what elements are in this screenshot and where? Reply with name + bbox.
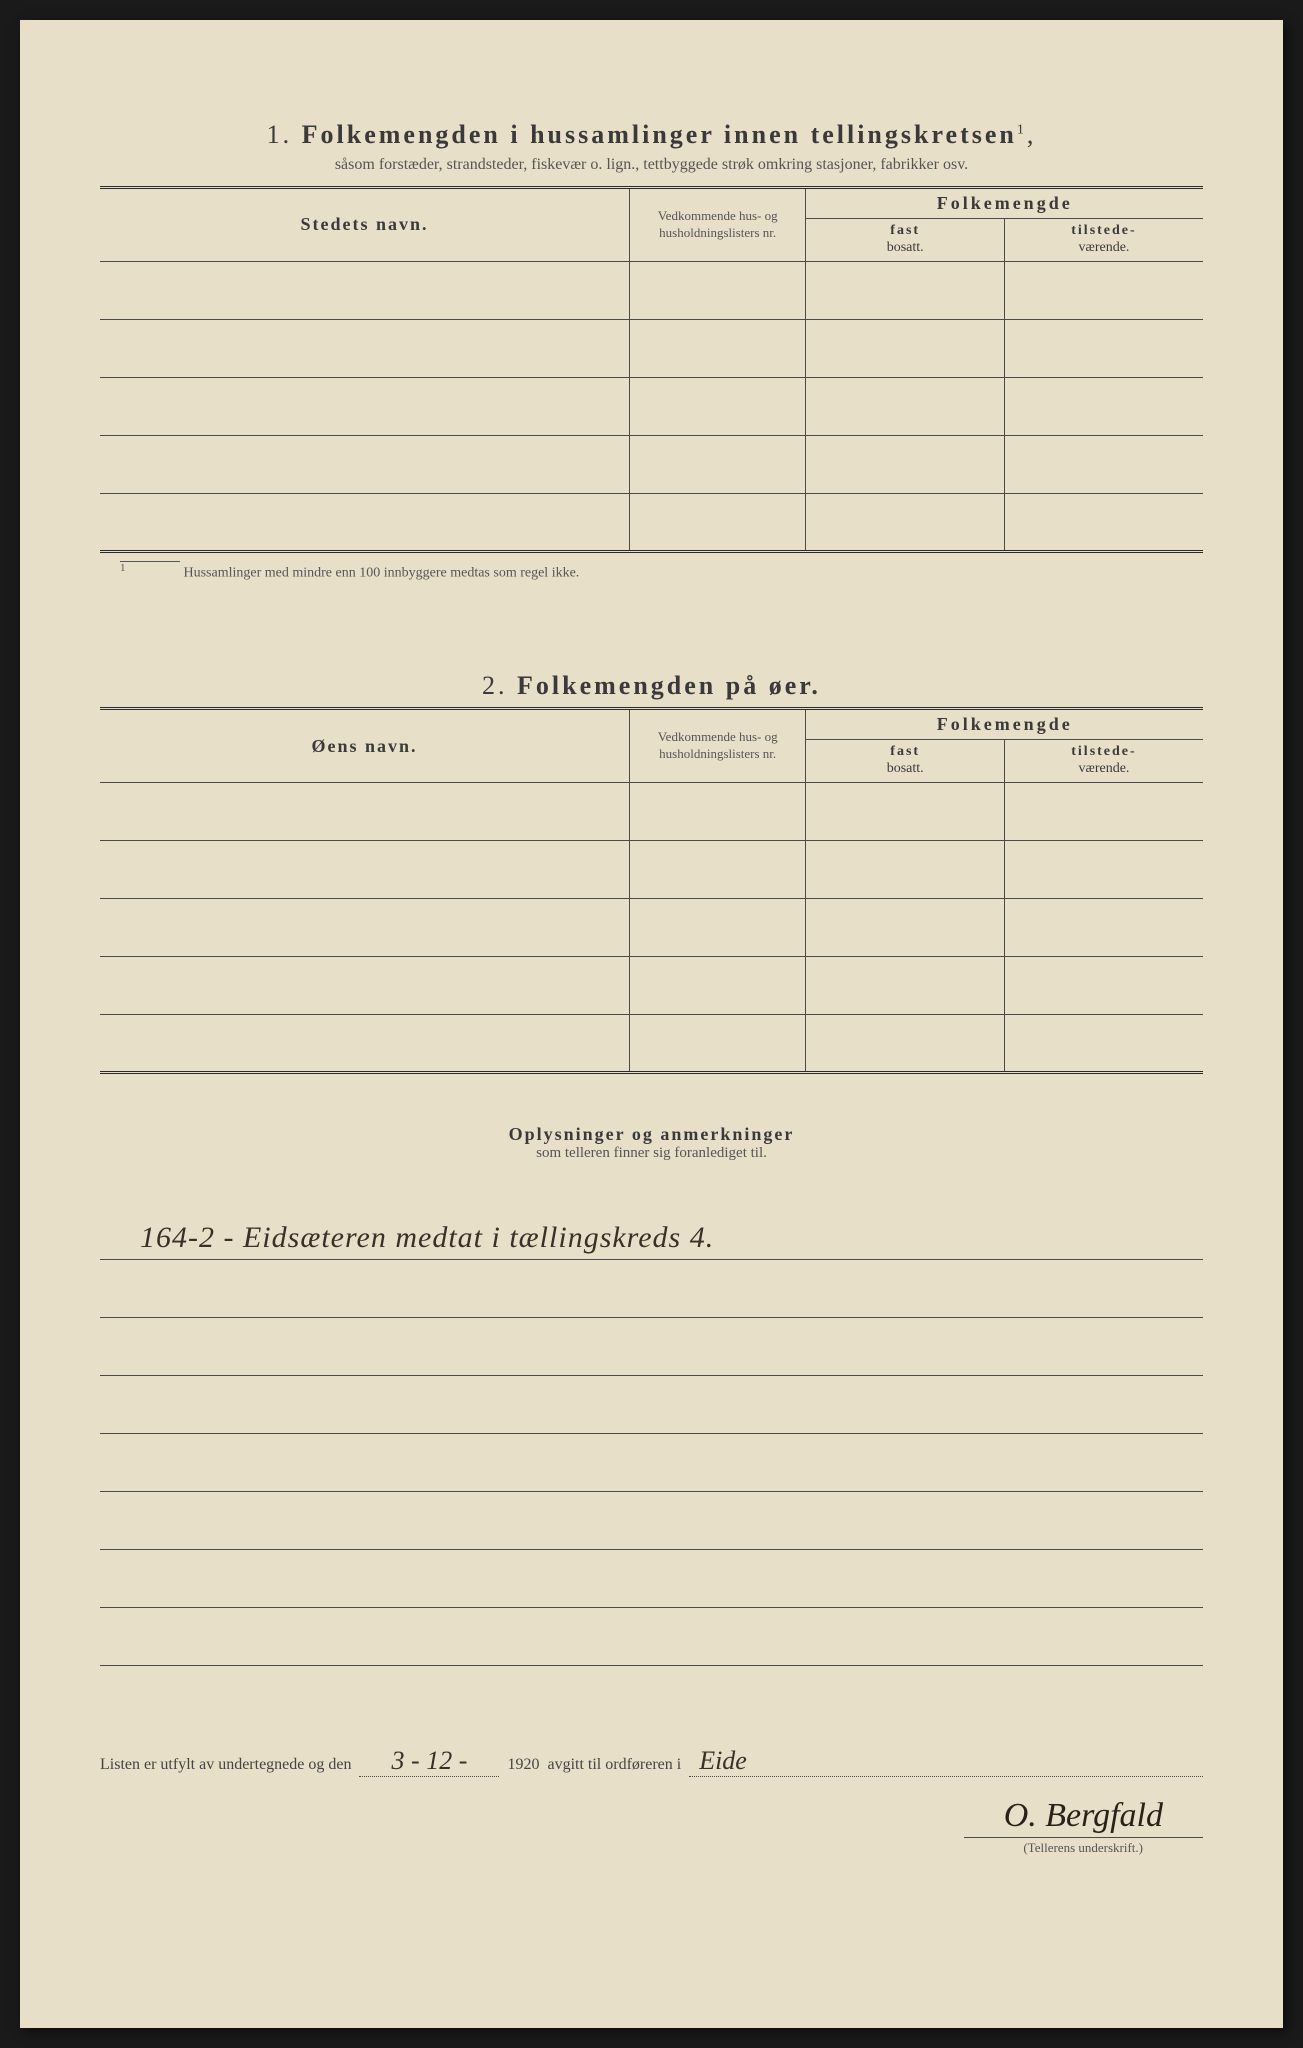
remarks-lines: 164-2 - Eidsæteren medtat i tællingskred… (100, 1202, 1203, 1666)
col-header-lists: Vedkommende hus- og husholdningslisters … (629, 188, 805, 262)
col-header-folk: Folkemengde (806, 709, 1203, 740)
remarks-line (100, 1318, 1203, 1376)
footer-text-before: Listen er utfylt av undertegnede og den (100, 1756, 351, 1774)
section2: 2. Folkemengden på øer. Øens navn. Vedko… (100, 671, 1203, 1074)
census-form-page: 1. Folkemengden i hussamlinger innen tel… (20, 20, 1283, 2028)
footer-year: 1920 (507, 1756, 539, 1774)
table-row (100, 319, 1203, 377)
table-row (100, 840, 1203, 898)
footer: Listen er utfylt av undertegnede og den … (100, 1746, 1203, 1856)
col-header-lists: Vedkommende hus- og husholdningslisters … (629, 709, 805, 783)
section1-body (100, 261, 1203, 551)
footer-text-mid: avgitt til ordføreren i (547, 1756, 681, 1774)
date-field: 3 - 12 - (359, 1746, 499, 1777)
section1-superscript: 1 (1017, 122, 1027, 137)
col-header-tilstede: tilstede- værende. (1004, 740, 1203, 783)
footnote-text: Hussamlinger med mindre enn 100 innbygge… (184, 565, 580, 580)
handwritten-note: 164-2 - Eidsæteren medtat i tællingskred… (140, 1221, 714, 1255)
footnote-number: 1 (120, 561, 180, 574)
remarks-line (100, 1376, 1203, 1434)
handwritten-date: 3 - 12 - (382, 1746, 478, 1775)
remarks-line (100, 1434, 1203, 1492)
section1-subtitle: såsom forstæder, strandsteder, fiskevær … (100, 156, 1203, 174)
col-header-fast: fast bosatt. (806, 740, 1005, 783)
place-field: Eide (689, 1746, 1203, 1777)
section1-title: 1. Folkemengden i hussamlinger innen tel… (100, 120, 1203, 150)
remarks-title: Oplysninger og anmerkninger (100, 1124, 1203, 1145)
section2-number: 2. (482, 671, 508, 700)
col-header-tilstede: tilstede- værende. (1004, 219, 1203, 262)
handwritten-signature: O. Bergfald (964, 1797, 1203, 1838)
table-row (100, 782, 1203, 840)
signature-area: O. Bergfald (100, 1797, 1203, 1838)
section2-title-text: Folkemengden på øer. (517, 671, 821, 700)
remarks-line (100, 1492, 1203, 1550)
section1-footnote: 1 Hussamlinger med mindre enn 100 innbyg… (100, 561, 1203, 582)
section2-table: Øens navn. Vedkommende hus- og husholdni… (100, 707, 1203, 1074)
remarks-header: Oplysninger og anmerkninger som telleren… (100, 1124, 1203, 1162)
remarks-line (100, 1260, 1203, 1318)
remarks-line: 164-2 - Eidsæteren medtat i tællingskred… (100, 1202, 1203, 1260)
col-header-name: Øens navn. (100, 709, 629, 783)
table-row (100, 261, 1203, 319)
signature-label: (Tellerens underskrift.) (100, 1840, 1203, 1856)
section1-table: Stedets navn. Vedkommende hus- og hushol… (100, 186, 1203, 553)
table-row (100, 898, 1203, 956)
remarks-line (100, 1550, 1203, 1608)
col-header-folk: Folkemengde (806, 188, 1203, 219)
section1-title-text: Folkemengden i hussamlinger innen tellin… (302, 120, 1017, 149)
col-header-fast: fast bosatt. (806, 219, 1005, 262)
footer-line: Listen er utfylt av undertegnede og den … (100, 1746, 1203, 1777)
remarks-line (100, 1608, 1203, 1666)
table-row (100, 956, 1203, 1014)
table-row (100, 377, 1203, 435)
section1-number: 1. (267, 120, 293, 149)
col-header-name: Stedets navn. (100, 188, 629, 262)
handwritten-place: Eide (689, 1746, 757, 1775)
section2-title: 2. Folkemengden på øer. (100, 671, 1203, 701)
table-row (100, 435, 1203, 493)
table-row (100, 493, 1203, 551)
table-row (100, 1014, 1203, 1072)
section2-body (100, 782, 1203, 1072)
remarks-subtitle: som telleren finner sig foranlediget til… (100, 1145, 1203, 1162)
